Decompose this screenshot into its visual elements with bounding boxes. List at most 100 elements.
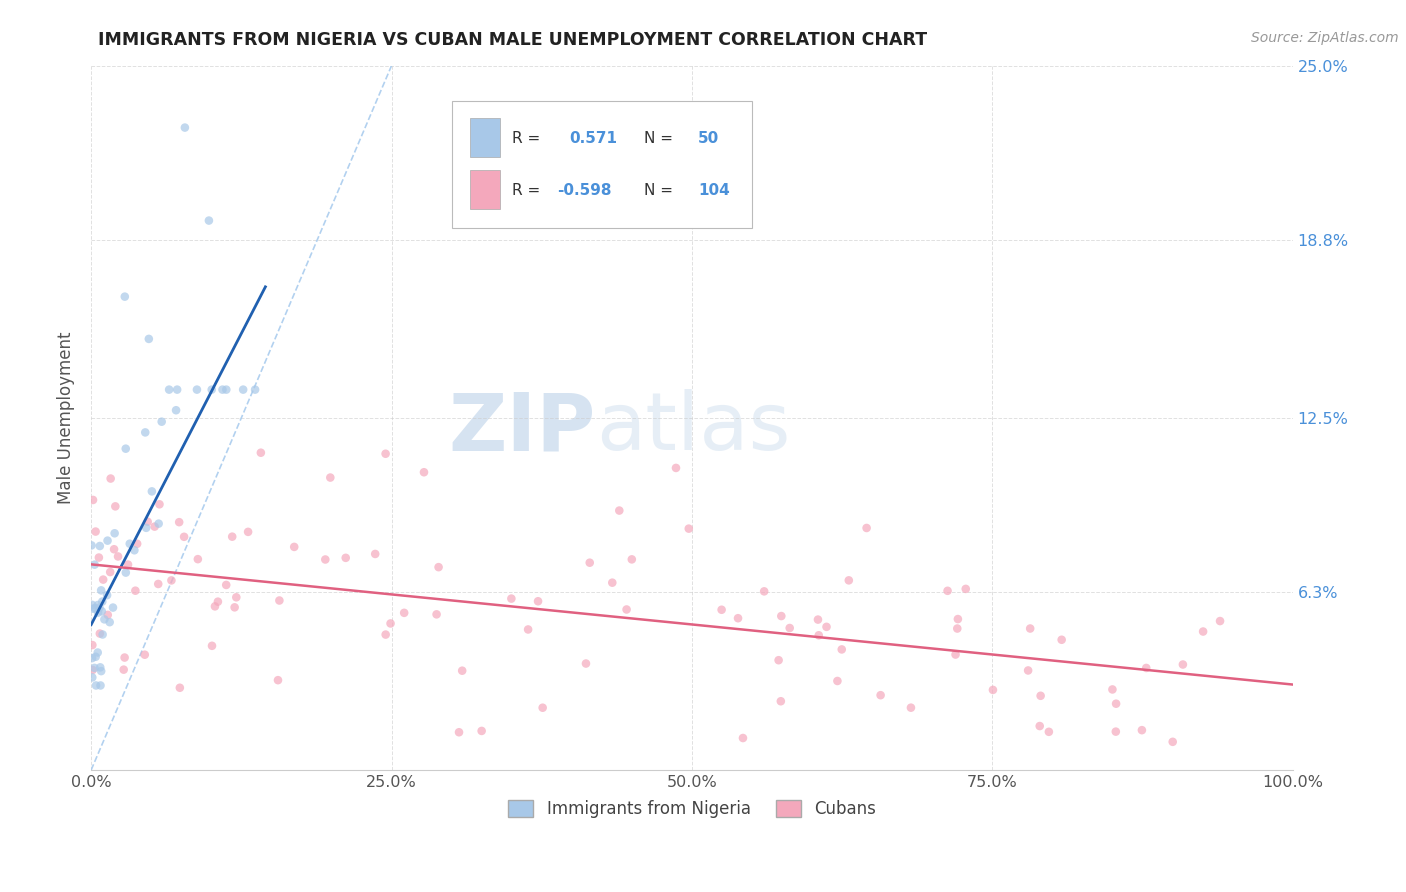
Point [319,470,342,484]
Text: 104: 104 [697,183,730,198]
Point [364,547,387,561]
Point [224,600,246,615]
Y-axis label: Male Unemployment: Male Unemployment [58,332,75,504]
Point [374,627,396,641]
Point [225,591,247,605]
Point [148,497,170,511]
Point [201,383,224,397]
Point [955,582,977,596]
Point [124,543,146,558]
Point [211,383,233,397]
Point [710,603,733,617]
Point [501,591,523,606]
Point [114,566,136,580]
Legend: Immigrants from Nigeria, Cubans: Immigrants from Nigeria, Cubans [502,794,883,825]
Bar [470,119,499,157]
Point [1019,622,1042,636]
Point [173,530,195,544]
Point [1130,723,1153,738]
Point [527,594,550,608]
Point [607,503,630,517]
Point [1135,661,1157,675]
Text: ZIP: ZIP [449,390,596,467]
Point [80,538,103,552]
Point [90,664,112,678]
Point [91,627,114,641]
Point [84,601,107,615]
Point [87,550,110,565]
Point [169,681,191,695]
Point [471,723,494,738]
Point [82,638,104,652]
Point [84,649,107,664]
Point [900,700,922,714]
Point [1192,624,1215,639]
Point [831,642,853,657]
Point [1038,724,1060,739]
Text: N =: N = [644,183,678,198]
Point [82,663,104,677]
Point [134,648,156,662]
Point [90,583,112,598]
Point [114,650,136,665]
Point [135,521,157,535]
Text: atlas: atlas [596,390,790,467]
Point [103,542,125,557]
Point [531,700,554,714]
Point [91,594,114,608]
Point [124,583,146,598]
Point [807,613,830,627]
Point [157,383,180,397]
Point [250,446,273,460]
Point [201,639,224,653]
Point [936,583,959,598]
Point [89,626,111,640]
Point [89,660,111,674]
Point [87,606,110,620]
Point [148,516,170,531]
Point [779,621,801,635]
Point [104,526,127,541]
Point [82,651,104,665]
Point [82,670,104,684]
Point [101,600,124,615]
Point [141,484,163,499]
Point [1028,719,1050,733]
Point [117,558,139,572]
Point [731,731,754,745]
Point [1105,697,1128,711]
Point [82,601,104,615]
Point [754,584,776,599]
Point [100,471,122,485]
Bar [470,169,499,209]
Point [104,500,127,514]
Point [134,425,156,440]
Point [314,552,336,566]
Point [143,519,166,533]
Point [392,606,415,620]
Point [83,661,105,675]
Point [107,549,129,564]
Point [1029,689,1052,703]
Text: Source: ZipAtlas.com: Source: ZipAtlas.com [1251,31,1399,45]
Point [838,574,860,588]
Point [380,616,402,631]
Point [815,620,838,634]
Point [97,607,120,622]
Point [1161,735,1184,749]
Point [173,120,195,135]
Point [427,560,450,574]
Point [946,612,969,626]
FancyBboxPatch shape [451,101,752,227]
Point [447,725,470,739]
Point [82,492,104,507]
Point [946,622,969,636]
Point [855,521,877,535]
Point [769,694,792,708]
Point [84,678,107,692]
Point [83,558,105,572]
Point [118,537,141,551]
Point [236,524,259,539]
Point [98,565,121,579]
Point [96,533,118,548]
